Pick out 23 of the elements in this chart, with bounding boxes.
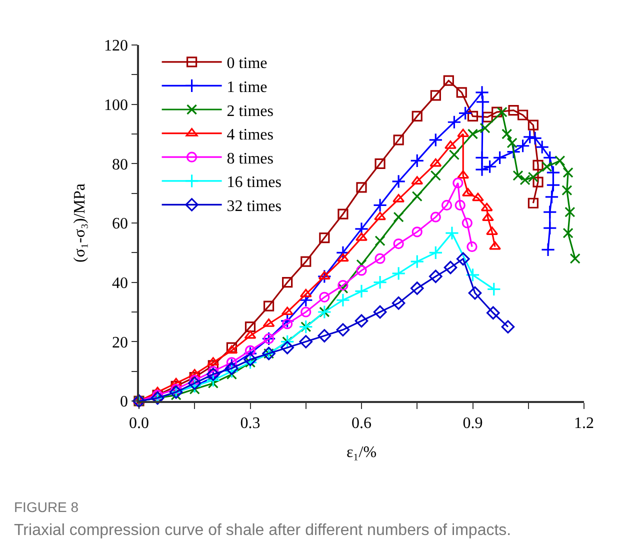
caption: FIGURE 8: [14, 499, 79, 515]
x-tick-label: 0.6: [352, 414, 372, 432]
text: Triaxial compression curve of shale after different numbers of impacts.: [14, 522, 512, 539]
x-tick-label: 0.0: [129, 414, 149, 432]
legend-label: 16 times: [226, 174, 282, 192]
legend-label: 8 times: [226, 150, 274, 168]
x-tick-label: 1.2: [574, 414, 594, 432]
legend-label: 4 times: [226, 126, 274, 144]
y-tick-label: 120: [104, 38, 128, 55]
y-tick-label: 80: [112, 156, 128, 174]
legend-label: 0 time: [226, 55, 268, 72]
legend-label: 32 times: [226, 198, 282, 215]
legend-label: 1 time: [226, 78, 268, 96]
y-tick-label: 40: [112, 274, 128, 292]
y-tick-label: 60: [112, 216, 128, 233]
x-tick-label: 0.3: [240, 414, 260, 432]
x-tick-label: 0.9: [462, 414, 483, 432]
y-axis-title: (σ₁-σ₃)/MPa: [71, 183, 88, 263]
y-tick-label: 0: [120, 394, 128, 411]
y-tick-label: 20: [112, 334, 128, 352]
legend-label: 2 times: [226, 102, 274, 120]
y-tick-label: 100: [104, 96, 128, 114]
x-axis-title: ε₁/%: [346, 444, 377, 462]
